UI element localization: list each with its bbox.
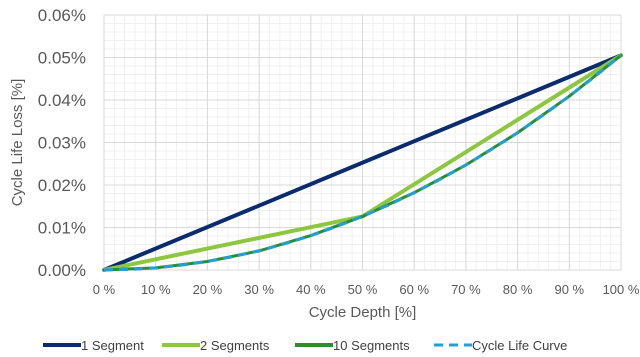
legend-label: Cycle Life Curve: [472, 338, 567, 353]
y-tick-label: 0.03%: [38, 134, 86, 153]
legend: 1 Segment 2 Segments 10 Segments Cycle Life…: [43, 338, 567, 353]
x-tick-label: 40 %: [296, 282, 326, 297]
y-tick-label: 0.04%: [38, 91, 86, 110]
x-axis-title: Cycle Depth [%]: [309, 304, 417, 321]
y-tick-label: 0.02%: [38, 176, 86, 195]
x-tick-label: 70 %: [451, 282, 481, 297]
y-tick-label: 0.05%: [38, 49, 86, 68]
y-tick-label: 0.01%: [38, 219, 86, 238]
x-tick-label: 20 %: [193, 282, 223, 297]
x-axis-tick-labels: 0 % 10 % 20 % 30 % 40 % 50 % 60 % 70 % 80 % 90 % 1…: [93, 282, 640, 297]
x-tick-label: 60 %: [399, 282, 429, 297]
series-line-10-segments: [102, 53, 623, 272]
legend-label: 10 Segments: [333, 338, 410, 353]
x-tick-label: 80 %: [503, 282, 533, 297]
x-tick-label: 0 %: [93, 282, 116, 297]
y-tick-label: 0.00%: [38, 261, 86, 280]
legend-label: 1 Segment: [81, 338, 144, 353]
x-tick-label: 10 %: [141, 282, 171, 297]
y-tick-label: 0.06%: [38, 6, 86, 25]
x-tick-label: 90 %: [554, 282, 584, 297]
series-line-1-segment: [102, 53, 623, 272]
major-gridlines: [103, 14, 622, 271]
x-tick-label: 50 %: [348, 282, 378, 297]
x-tick-label: 100 %: [603, 282, 640, 297]
y-axis-title: Cycle Life Loss [%]: [9, 79, 26, 207]
y-axis-tick-labels: 0.00% 0.01% 0.02% 0.03% 0.04% 0.05% 0.06%: [38, 6, 86, 280]
series-lines: [102, 53, 623, 272]
x-tick-label: 30 %: [244, 282, 274, 297]
legend-label: 2 Segments: [200, 338, 270, 353]
